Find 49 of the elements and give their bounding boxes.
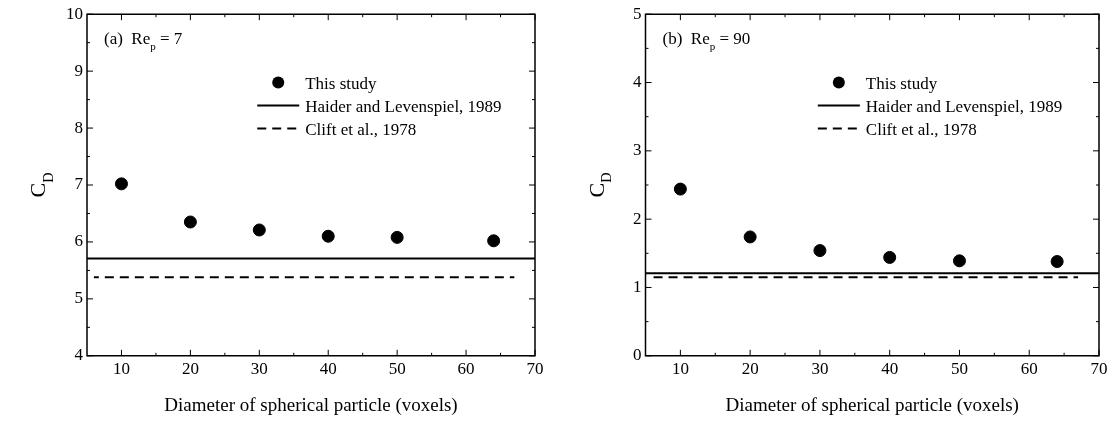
point bbox=[487, 234, 501, 248]
legend-label: Clift et al., 1978 bbox=[865, 119, 977, 139]
y-tick-label: 10 bbox=[66, 3, 83, 23]
point bbox=[1050, 255, 1064, 269]
point bbox=[813, 244, 827, 258]
x-tick-label: 30 bbox=[811, 359, 829, 379]
y-tick-label: 4 bbox=[74, 345, 84, 365]
point bbox=[673, 182, 687, 196]
y-tick-label: 2 bbox=[633, 208, 642, 228]
x-tick-label: 70 bbox=[1090, 359, 1108, 379]
x-tick-label: 30 bbox=[250, 359, 268, 379]
x-tick-label: 60 bbox=[457, 359, 475, 379]
y-axis-title: CD bbox=[583, 172, 615, 198]
x-tick-label: 20 bbox=[181, 359, 199, 379]
point bbox=[183, 215, 197, 229]
x-tick-label: 20 bbox=[741, 359, 759, 379]
y-tick-label: 0 bbox=[633, 345, 642, 365]
x-tick-label: 50 bbox=[388, 359, 406, 379]
x-tick-label: 70 bbox=[526, 359, 544, 379]
x-axis-title: Diameter of spherical particle (voxels) bbox=[725, 393, 1019, 416]
y-tick-label: 1 bbox=[633, 276, 642, 296]
legend-label: This study bbox=[305, 73, 378, 93]
x-tick-label: 50 bbox=[950, 359, 968, 379]
point bbox=[390, 230, 404, 244]
point bbox=[883, 250, 897, 264]
legend-label: Clift et al., 1978 bbox=[305, 119, 417, 139]
x-tick-label: 10 bbox=[112, 359, 130, 379]
point bbox=[743, 230, 757, 244]
legend-label: This study bbox=[865, 73, 938, 93]
legend-label: Haider and Levenspiel, 1989 bbox=[865, 96, 1063, 116]
x-axis-title: Diameter of spherical particle (voxels) bbox=[164, 393, 458, 416]
point bbox=[114, 177, 128, 191]
point bbox=[252, 223, 266, 237]
y-tick-label: 6 bbox=[74, 231, 83, 251]
y-tick-label: 5 bbox=[633, 3, 642, 23]
x-tick-label: 60 bbox=[1020, 359, 1038, 379]
x-tick-label: 10 bbox=[671, 359, 689, 379]
point bbox=[321, 229, 335, 243]
y-tick-label: 9 bbox=[74, 60, 83, 80]
y-tick-label: 3 bbox=[633, 140, 642, 160]
y-tick-label: 7 bbox=[74, 174, 84, 194]
y-tick-label: 5 bbox=[74, 288, 83, 308]
x-tick-label: 40 bbox=[319, 359, 337, 379]
y-tick-label: 8 bbox=[74, 117, 83, 137]
point bbox=[952, 254, 966, 268]
x-tick-label: 40 bbox=[881, 359, 899, 379]
y-tick-label: 4 bbox=[633, 71, 642, 91]
legend-label: Haider and Levenspiel, 1989 bbox=[305, 96, 502, 116]
y-axis-title: CD bbox=[25, 172, 56, 198]
